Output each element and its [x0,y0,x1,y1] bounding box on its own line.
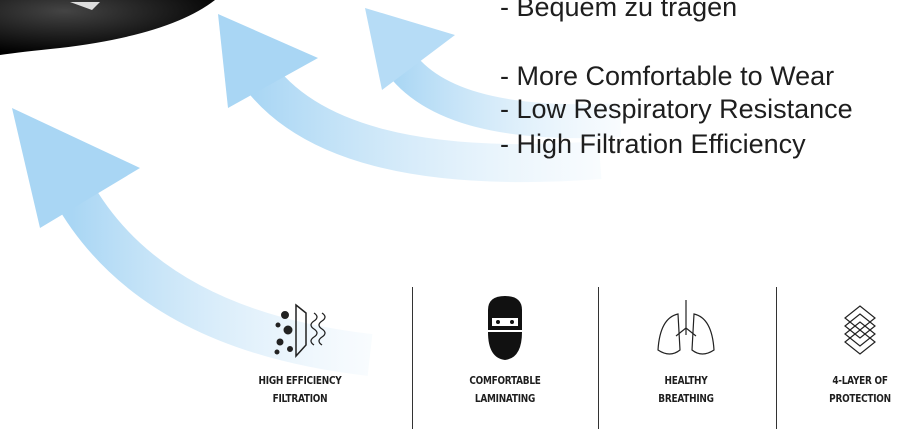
label-line: PROTECTION [796,390,914,408]
benefit-text: - Low Respiratory Resistance [500,96,853,123]
label-line: HEALTHY [622,372,750,390]
divider [776,287,777,429]
label-line: FILTRATION [236,390,364,408]
layers-icon [845,306,875,354]
benefit-text: - More Comfortable to Wear [500,63,834,90]
label-line: BREATHING [622,390,750,408]
feature-label: 4-LAYER OF PROTECTION [785,372,914,408]
divider [412,287,413,429]
label-line: 4-LAYER OF [796,372,914,390]
page: Mask features {"benefits_de": ["- Bequem… [0,0,914,429]
label-line: COMFORTABLE [441,372,569,390]
face-icon [488,296,522,360]
benefit-text: - High Filtration Efficiency [500,131,806,158]
feature-label: HIGH EFFICIENCY FILTRATION [225,372,375,408]
divider [598,287,599,429]
label-line: LAMINATING [441,390,569,408]
feature-label: COMFORTABLE LAMINATING [430,372,580,408]
dark-shape [0,0,215,55]
label-line: HIGH EFFICIENCY [236,372,364,390]
arrow-body [72,190,370,355]
benefit-text: - Bequem zu tragen [500,0,737,21]
lungs-icon [658,300,714,354]
canvas: - Bequem zu tragen - More Comfortable to… [0,0,914,429]
feature-label: HEALTHY BREATHING [611,372,761,408]
